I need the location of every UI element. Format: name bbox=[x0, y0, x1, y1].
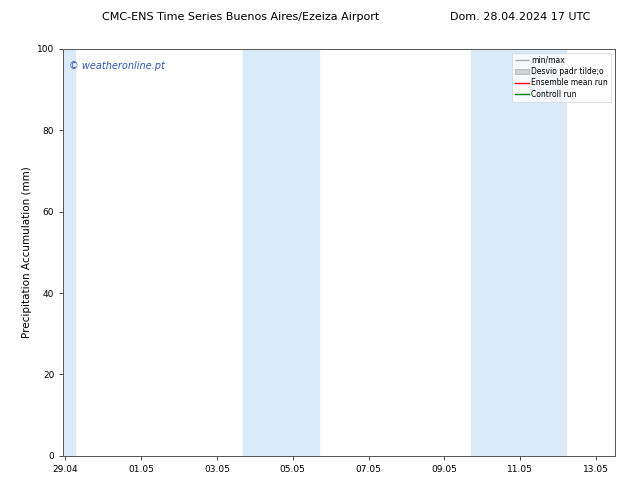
Legend: min/max, Desvio padr tilde;o, Ensemble mean run, Controll run: min/max, Desvio padr tilde;o, Ensemble m… bbox=[512, 53, 611, 102]
Text: CMC-ENS Time Series Buenos Aires/Ezeiza Airport: CMC-ENS Time Series Buenos Aires/Ezeiza … bbox=[102, 12, 380, 22]
Text: Dom. 28.04.2024 17 UTC: Dom. 28.04.2024 17 UTC bbox=[450, 12, 590, 22]
Text: © weatheronline.pt: © weatheronline.pt bbox=[69, 61, 165, 71]
Y-axis label: Precipitation Accumulation (mm): Precipitation Accumulation (mm) bbox=[22, 167, 32, 338]
Bar bbox=[243, 49, 274, 456]
Bar bbox=[63, 49, 75, 456]
Bar bbox=[274, 49, 320, 456]
Bar bbox=[471, 49, 501, 456]
Bar bbox=[501, 49, 566, 456]
